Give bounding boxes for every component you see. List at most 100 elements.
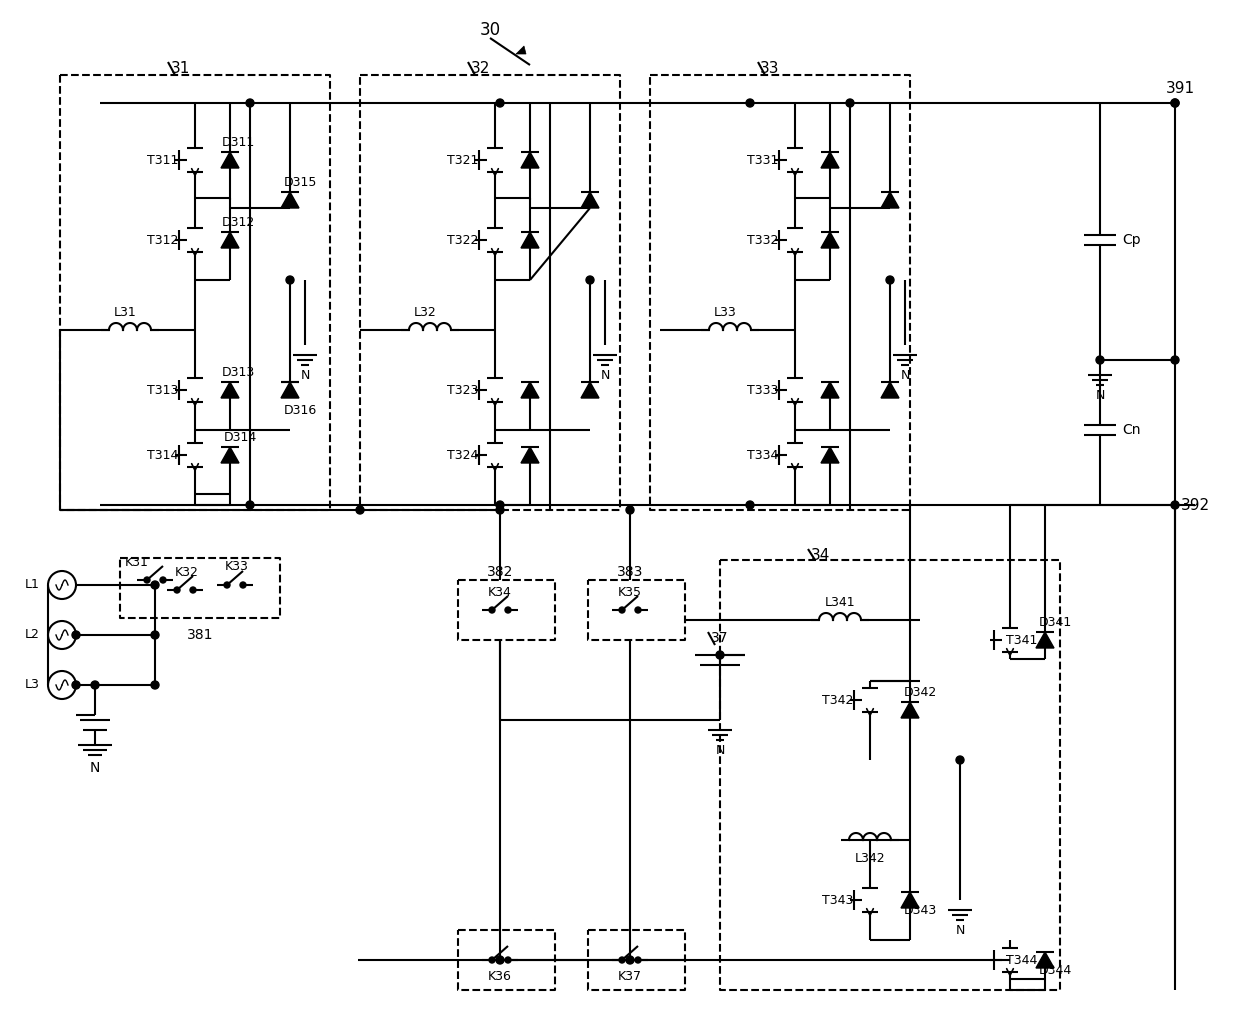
Text: 392: 392 xyxy=(1181,498,1209,512)
Text: N: N xyxy=(955,924,965,937)
Polygon shape xyxy=(901,892,919,908)
Text: D314: D314 xyxy=(223,431,256,443)
Text: T312: T312 xyxy=(147,233,178,246)
Circle shape xyxy=(496,956,504,964)
Text: 381: 381 xyxy=(187,628,213,642)
Polygon shape xyxy=(1036,952,1054,968)
Circle shape xyxy=(489,957,496,963)
Circle shape xyxy=(496,506,504,514)
Text: 391: 391 xyxy=(1166,80,1194,95)
Text: D341: D341 xyxy=(1038,615,1072,629)
Text: L1: L1 xyxy=(25,579,40,591)
Text: D311: D311 xyxy=(222,136,255,148)
Text: K35: K35 xyxy=(618,585,642,598)
Circle shape xyxy=(247,99,254,107)
Text: K33: K33 xyxy=(225,561,249,574)
Text: T334: T334 xyxy=(747,448,778,461)
Text: T341: T341 xyxy=(1006,634,1038,647)
Circle shape xyxy=(746,501,755,509)
Circle shape xyxy=(1171,99,1180,107)
Text: K31: K31 xyxy=(125,556,149,569)
Text: T311: T311 xyxy=(147,153,178,166)
Circle shape xyxy=(1171,99,1180,107)
Text: T344: T344 xyxy=(1006,953,1038,966)
Text: T323: T323 xyxy=(447,383,478,396)
Text: T324: T324 xyxy=(447,448,478,461)
Text: N: N xyxy=(715,743,725,756)
Text: 33: 33 xyxy=(761,61,779,75)
Text: T332: T332 xyxy=(747,233,778,246)
Text: L33: L33 xyxy=(714,305,736,318)
Text: Cp: Cp xyxy=(1123,233,1141,247)
Text: D313: D313 xyxy=(222,365,255,378)
Circle shape xyxy=(151,631,159,639)
Polygon shape xyxy=(515,46,527,54)
Text: T342: T342 xyxy=(823,694,854,707)
Circle shape xyxy=(716,651,724,659)
Text: 32: 32 xyxy=(471,61,489,75)
Text: T343: T343 xyxy=(823,893,854,907)
Circle shape xyxy=(636,957,641,963)
Text: T333: T333 xyxy=(747,383,778,396)
Polygon shape xyxy=(221,232,239,248)
Circle shape xyxy=(506,957,510,963)
Circle shape xyxy=(626,956,634,964)
Circle shape xyxy=(586,276,593,284)
Text: D312: D312 xyxy=(222,216,255,228)
Circle shape xyxy=(247,501,254,509)
Text: 383: 383 xyxy=(617,565,643,579)
Circle shape xyxy=(626,506,634,514)
Text: N: N xyxy=(901,368,909,381)
Circle shape xyxy=(151,681,159,689)
Text: D315: D315 xyxy=(284,175,317,189)
Text: 30: 30 xyxy=(479,21,501,39)
Polygon shape xyxy=(1036,632,1054,648)
Text: L342: L342 xyxy=(855,852,886,865)
Polygon shape xyxy=(221,152,239,168)
Circle shape xyxy=(1171,501,1180,509)
Circle shape xyxy=(240,582,247,588)
Polygon shape xyxy=(221,382,239,399)
Text: T313: T313 xyxy=(147,383,178,396)
Text: T321: T321 xyxy=(447,153,478,166)
Circle shape xyxy=(1097,356,1104,364)
Circle shape xyxy=(90,681,99,689)
Text: 31: 31 xyxy=(170,61,190,75)
Polygon shape xyxy=(821,152,839,168)
Polygon shape xyxy=(581,382,598,399)
Circle shape xyxy=(620,607,624,613)
Polygon shape xyxy=(522,447,539,463)
Text: T314: T314 xyxy=(147,448,178,461)
Polygon shape xyxy=(821,232,839,248)
Circle shape xyxy=(144,577,150,583)
Text: D343: D343 xyxy=(903,903,937,917)
Polygon shape xyxy=(881,382,900,399)
Text: K34: K34 xyxy=(488,585,512,598)
Circle shape xyxy=(746,99,755,107)
Circle shape xyxy=(1171,356,1180,364)
Circle shape xyxy=(286,276,294,284)
Polygon shape xyxy=(881,192,900,208)
Circle shape xyxy=(151,581,159,589)
Text: L32: L32 xyxy=(414,305,436,318)
Text: L341: L341 xyxy=(825,595,855,608)
Circle shape xyxy=(224,582,230,588)
Circle shape xyxy=(620,957,624,963)
Polygon shape xyxy=(522,152,539,168)
Text: L2: L2 xyxy=(25,629,40,642)
Text: N: N xyxy=(89,760,100,775)
Text: D316: D316 xyxy=(284,404,317,417)
Circle shape xyxy=(496,99,504,107)
Polygon shape xyxy=(821,447,839,463)
Circle shape xyxy=(160,577,166,583)
Text: 37: 37 xyxy=(711,631,729,645)
Polygon shape xyxy=(221,447,239,463)
Text: D342: D342 xyxy=(903,685,937,699)
Circle shape xyxy=(72,631,81,639)
Text: T322: T322 xyxy=(447,233,478,246)
Text: N: N xyxy=(1095,388,1105,402)
Text: N: N xyxy=(601,368,610,381)
Text: K32: K32 xyxy=(175,566,199,579)
Polygon shape xyxy=(901,702,919,718)
Text: D344: D344 xyxy=(1038,963,1072,976)
